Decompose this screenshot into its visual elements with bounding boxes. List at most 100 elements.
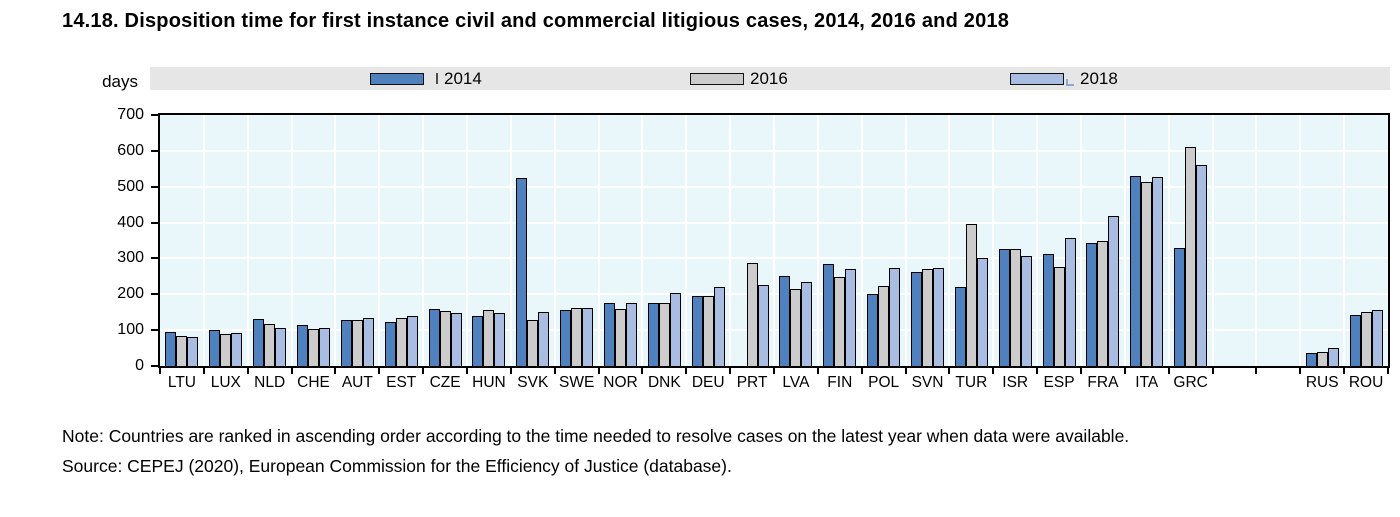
bar — [1108, 216, 1120, 366]
v-gridline — [1211, 115, 1214, 366]
v-gridline — [466, 115, 468, 366]
v-gridline — [1080, 115, 1082, 366]
v-gridline — [334, 115, 337, 366]
bar — [1130, 175, 1142, 366]
bar — [1086, 243, 1098, 366]
bar — [976, 258, 988, 366]
x-tick-mark — [246, 368, 249, 374]
legend-item-2016: 2016 — [690, 67, 788, 90]
v-gridline — [1299, 115, 1302, 366]
x-tick-label: SWE — [558, 374, 595, 391]
x-tick-label: SVK — [517, 374, 549, 391]
bar — [275, 327, 287, 366]
v-gridline — [597, 115, 600, 366]
y-tick-label: 200 — [117, 285, 144, 303]
bar — [406, 315, 418, 366]
bar — [878, 285, 890, 366]
v-gridline — [773, 115, 775, 366]
bar — [626, 303, 637, 366]
y-tick-label: 0 — [135, 357, 144, 374]
bar — [1349, 315, 1361, 366]
legend-label: 2018 — [1080, 68, 1118, 88]
legend-item-2018: 2018 — [1010, 67, 1118, 90]
x-tick-label: AUT — [341, 374, 373, 391]
bar — [1327, 348, 1339, 366]
x-tick-mark — [466, 368, 468, 374]
x-tick-label: ITA — [1135, 374, 1159, 391]
x-tick-label: PRT — [736, 374, 768, 391]
y-tick-label: 100 — [117, 321, 144, 339]
bar — [1064, 238, 1076, 366]
x-tick-label: GRC — [1173, 374, 1208, 391]
x-tick-label: ESP — [1043, 374, 1075, 391]
x-tick-label: NOR — [603, 374, 638, 391]
bar — [439, 311, 451, 366]
x-tick-mark — [378, 368, 381, 374]
x-tick-mark — [509, 368, 512, 374]
x-tick-label: LVA — [782, 374, 810, 391]
bar — [933, 267, 944, 366]
bar — [834, 277, 846, 366]
y-tick-mark — [151, 221, 158, 224]
bar — [790, 289, 802, 366]
bar — [187, 337, 199, 366]
v-gridline — [1123, 115, 1126, 366]
bar — [746, 263, 758, 366]
legend-swatch-2018-icon — [1010, 72, 1064, 85]
bar — [713, 287, 725, 366]
bar — [450, 313, 462, 366]
y-tick-label: 600 — [117, 141, 144, 159]
x-tick-mark — [992, 368, 995, 374]
bar — [319, 327, 330, 366]
bar — [1185, 147, 1197, 366]
x-tick-label: LTU — [167, 374, 196, 391]
x-tick-label: CHE — [297, 374, 330, 391]
x-tick-mark — [773, 368, 775, 374]
bar — [702, 296, 714, 366]
v-gridline — [1036, 115, 1039, 366]
bar — [801, 282, 813, 366]
bar — [669, 292, 681, 366]
legend-swatch-2014-icon — [370, 72, 424, 85]
bar — [647, 302, 659, 366]
v-gridline — [1343, 115, 1346, 366]
bar — [658, 302, 670, 366]
bar — [691, 295, 703, 366]
x-tick-mark — [290, 368, 293, 374]
bar — [231, 333, 243, 366]
bar — [1174, 247, 1186, 366]
x-tick-label: NLD — [254, 374, 286, 391]
y-tick-mark — [151, 149, 158, 152]
bar — [1305, 353, 1317, 366]
bar — [264, 324, 276, 366]
x-tick-mark — [948, 368, 951, 374]
bar — [845, 268, 857, 366]
x-tick-mark — [334, 368, 337, 374]
x-tick-label: ROU — [1348, 374, 1384, 391]
bar — [472, 315, 484, 366]
x-tick-label: SVN — [911, 374, 944, 391]
bar — [253, 319, 265, 366]
bar — [165, 331, 177, 366]
y-axis-unit-label: days — [102, 72, 138, 91]
chart-title: 14.18. Disposition time for first instan… — [62, 10, 1010, 32]
x-tick-mark — [729, 368, 732, 374]
y-tick-mark — [151, 293, 158, 296]
x-tick-mark — [553, 368, 556, 374]
y-tick-label: 400 — [117, 213, 144, 231]
x-tick-label: FIN — [827, 374, 853, 391]
bar — [1042, 253, 1054, 366]
x-tick-mark — [641, 368, 644, 374]
x-tick-label: HUN — [472, 374, 506, 391]
x-tick-mark — [597, 368, 600, 374]
v-gridline — [685, 115, 688, 366]
bar — [1053, 267, 1065, 366]
bar — [1141, 181, 1153, 366]
v-gridline — [1167, 115, 1170, 366]
x-tick-label: CZE — [429, 374, 461, 391]
bar — [1316, 351, 1328, 366]
bar — [582, 307, 594, 366]
y-tick-mark — [151, 365, 158, 367]
bar — [384, 322, 396, 366]
bar — [954, 287, 966, 366]
